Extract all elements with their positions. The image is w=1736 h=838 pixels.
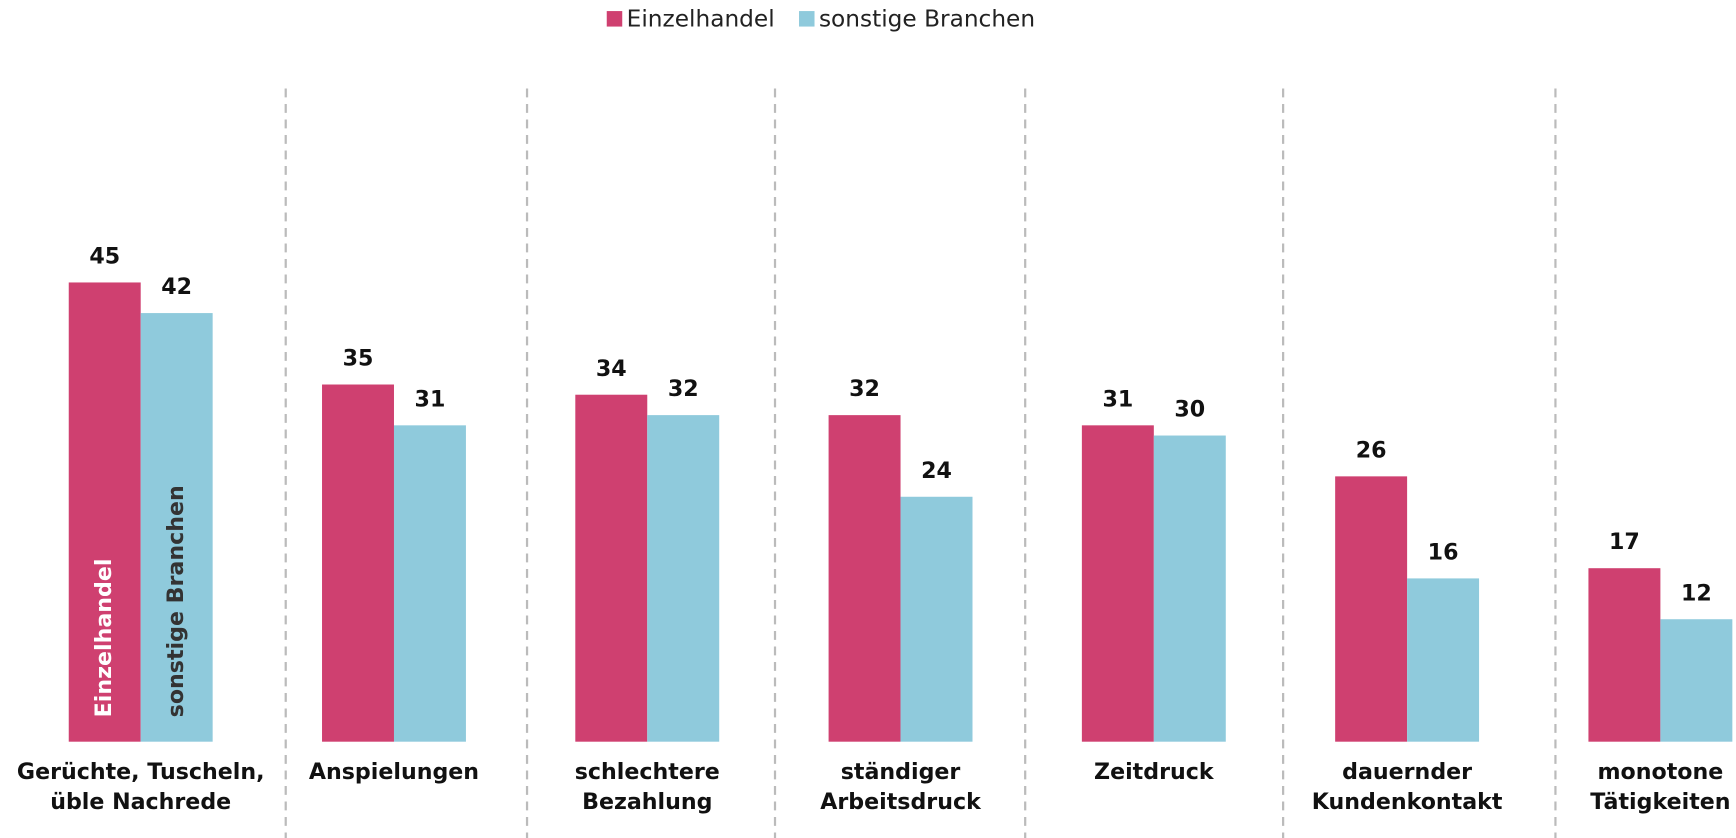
bar — [1660, 619, 1733, 742]
x-tick-label: Bezahlung — [582, 789, 712, 815]
value-label: 31 — [1102, 386, 1133, 412]
value-label: 17 — [1609, 529, 1640, 555]
bar — [647, 415, 720, 742]
legend-label: sonstige Branchen — [819, 5, 1035, 32]
legend-swatch — [606, 11, 623, 27]
bar — [1153, 435, 1226, 742]
bar — [1335, 476, 1408, 742]
x-tick-label: üble Nachrede — [50, 789, 231, 815]
bar — [1588, 568, 1661, 742]
bar — [575, 394, 648, 742]
x-tick-label: Gerüchte, Tuscheln, — [17, 759, 265, 785]
legend-label: Einzelhandel — [627, 5, 775, 32]
value-label: 32 — [668, 376, 699, 402]
bar — [828, 415, 901, 742]
value-label: 35 — [343, 346, 374, 372]
x-tick-label: schlechtere — [575, 759, 720, 785]
value-label: 31 — [415, 386, 446, 412]
legend-swatch — [799, 11, 815, 27]
bar — [322, 384, 394, 742]
bar-series-label: Einzelhandel — [91, 559, 117, 718]
value-label: 26 — [1356, 437, 1387, 463]
value-label: 24 — [921, 458, 952, 484]
bar — [68, 282, 141, 742]
value-label: 30 — [1174, 397, 1205, 423]
value-label: 42 — [161, 274, 192, 300]
x-tick-label: Zeitdruck — [1094, 759, 1215, 785]
value-label: 34 — [596, 356, 627, 382]
value-label: 16 — [1428, 539, 1459, 565]
x-tick-label: ständiger — [841, 759, 961, 785]
bar — [393, 425, 466, 742]
bar — [900, 496, 973, 742]
x-tick-label: Arbeitsdruck — [820, 789, 982, 815]
x-tick-label: Kundenkontakt — [1312, 789, 1503, 815]
bar — [140, 313, 213, 742]
value-label: 12 — [1681, 580, 1712, 606]
bar-series-label: sonstige Branchen — [163, 485, 189, 717]
x-tick-label: Tätigkeiten — [1590, 789, 1730, 815]
x-tick-label: Anspielungen — [309, 759, 479, 785]
bar — [1407, 578, 1480, 742]
bar — [1081, 425, 1154, 742]
x-tick-label: dauernder — [1342, 759, 1472, 785]
x-tick-label: monotone — [1598, 759, 1724, 785]
value-label: 45 — [89, 243, 120, 269]
value-label: 32 — [849, 376, 880, 402]
